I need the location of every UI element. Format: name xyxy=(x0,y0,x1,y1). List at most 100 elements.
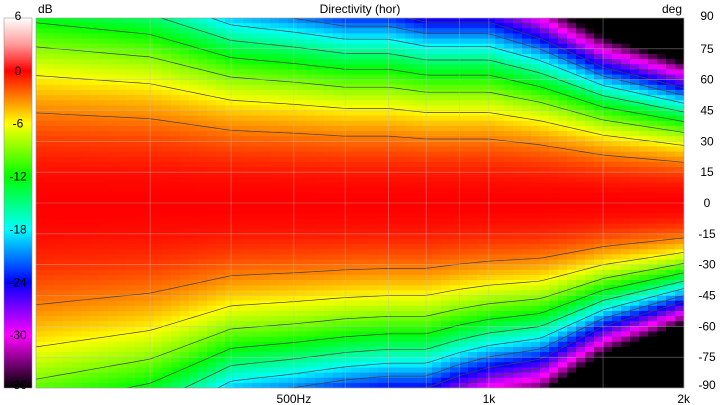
heatmap-cell xyxy=(261,146,271,153)
heatmap-cell xyxy=(450,125,460,132)
heatmap-cell xyxy=(270,244,280,250)
heatmap-cell xyxy=(495,310,505,317)
heatmap-cell xyxy=(603,352,613,358)
heatmap-cell xyxy=(531,228,541,235)
heatmap-cell xyxy=(639,64,649,70)
heatmap-cell xyxy=(162,23,172,29)
heatmap-cell xyxy=(585,79,595,86)
heatmap-cell xyxy=(81,259,91,266)
heatmap-cell xyxy=(459,100,469,106)
heatmap-cell xyxy=(459,48,469,55)
heatmap-cell xyxy=(468,182,478,189)
heatmap-cell xyxy=(63,352,73,358)
heatmap-cell xyxy=(423,300,433,307)
heatmap-cell xyxy=(324,38,334,45)
heatmap-cell xyxy=(36,377,46,384)
heatmap-cell xyxy=(306,341,316,348)
heatmap-cell xyxy=(441,352,451,358)
heatmap-cell xyxy=(612,38,622,45)
heatmap-cell xyxy=(576,362,586,369)
heatmap-cell xyxy=(198,95,208,101)
heatmap-cell xyxy=(396,115,406,122)
heatmap-cell xyxy=(378,187,388,194)
heatmap-cell xyxy=(396,362,406,369)
heatmap-cell xyxy=(207,64,217,70)
heatmap-cell xyxy=(549,182,559,189)
heatmap-cell xyxy=(153,161,163,168)
heatmap-cell xyxy=(621,367,631,374)
heatmap-cell xyxy=(72,346,82,353)
heatmap-cell xyxy=(81,105,91,112)
heatmap-cell xyxy=(225,274,235,281)
heatmap-cell xyxy=(261,305,271,312)
heatmap-cell xyxy=(423,125,433,132)
heatmap-cell xyxy=(243,69,253,76)
heatmap-cell xyxy=(342,167,352,173)
heatmap-cell xyxy=(306,377,316,384)
heatmap-cell xyxy=(180,84,190,91)
heatmap-cell xyxy=(108,228,118,235)
heatmap-cell xyxy=(225,218,235,225)
heatmap-cell xyxy=(477,59,487,65)
heatmap-cell xyxy=(585,187,595,194)
heatmap-cell xyxy=(477,18,487,24)
heatmap-cell xyxy=(603,84,613,91)
heatmap-cell xyxy=(99,316,109,322)
heatmap-cell xyxy=(459,115,469,122)
heatmap-cell xyxy=(540,100,550,106)
heatmap-cell xyxy=(432,244,442,250)
heatmap-cell xyxy=(288,218,298,225)
heatmap-cell xyxy=(306,233,316,240)
heatmap-cell xyxy=(324,197,334,204)
heatmap-cell xyxy=(522,300,532,307)
heatmap-cell xyxy=(288,167,298,173)
heatmap-cell xyxy=(135,362,145,369)
heatmap-cell xyxy=(72,285,82,291)
heatmap-cell xyxy=(63,362,73,369)
heatmap-cell xyxy=(45,100,55,106)
heatmap-cell xyxy=(621,326,631,333)
heatmap-cell xyxy=(630,146,640,153)
heatmap-cell xyxy=(297,59,307,65)
heatmap-cell xyxy=(45,105,55,112)
heatmap-cell xyxy=(468,259,478,266)
heatmap-cell xyxy=(513,372,523,379)
heatmap-cell xyxy=(495,64,505,70)
heatmap-cell xyxy=(117,167,127,173)
heatmap-cell xyxy=(180,125,190,132)
heatmap-cell xyxy=(540,131,550,137)
heatmap-cell xyxy=(513,177,523,184)
heatmap-cell xyxy=(261,187,271,194)
heatmap-cell xyxy=(351,357,361,363)
heatmap-cell xyxy=(477,197,487,204)
heatmap-cell xyxy=(603,285,613,291)
heatmap-cell xyxy=(648,18,658,24)
heatmap-cell xyxy=(189,177,199,184)
heatmap-cell xyxy=(225,84,235,91)
heatmap-cell xyxy=(585,352,595,358)
heatmap-cell xyxy=(81,167,91,173)
heatmap-cell xyxy=(288,53,298,60)
heatmap-cell xyxy=(54,28,64,35)
heatmap-cell xyxy=(306,28,316,35)
heatmap-cell xyxy=(207,244,217,250)
heatmap-cell xyxy=(342,125,352,132)
heatmap-cell xyxy=(351,192,361,199)
heatmap-cell xyxy=(81,84,91,91)
heatmap-cell xyxy=(567,182,577,189)
heatmap-cell xyxy=(540,274,550,281)
heatmap-cell xyxy=(180,43,190,50)
heatmap-cell xyxy=(621,254,631,261)
heatmap-cell xyxy=(90,382,100,388)
heatmap-cell xyxy=(36,233,46,240)
heatmap-cell xyxy=(378,254,388,261)
heatmap-cell xyxy=(234,203,244,209)
heatmap-cell xyxy=(360,326,370,333)
heatmap-cell xyxy=(108,18,118,24)
heatmap-cell xyxy=(153,84,163,91)
heatmap-cell xyxy=(306,223,316,230)
heatmap-cell xyxy=(360,208,370,214)
heatmap-cell xyxy=(468,23,478,29)
heatmap-cell xyxy=(36,38,46,45)
heatmap-cell xyxy=(477,295,487,302)
